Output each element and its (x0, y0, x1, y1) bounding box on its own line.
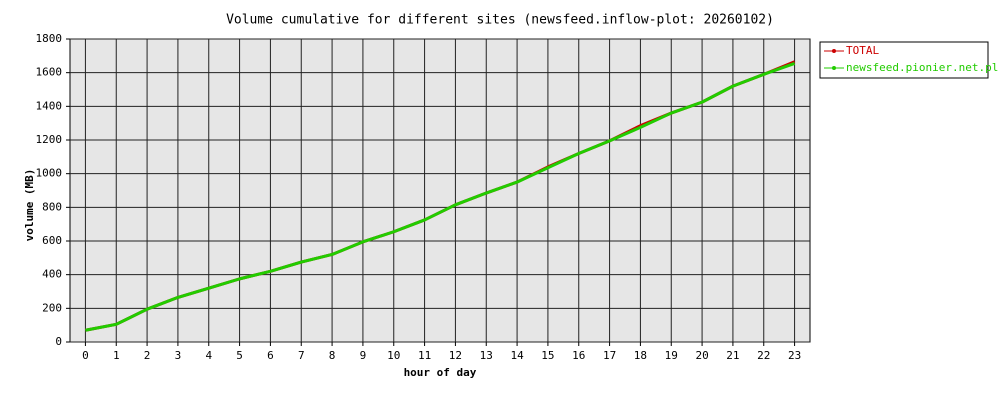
y-tick-label: 1200 (36, 133, 63, 146)
x-tick-label: 1 (113, 349, 120, 362)
x-tick-label: 7 (298, 349, 305, 362)
y-tick-label: 600 (42, 234, 62, 247)
y-tick-label: 1400 (36, 99, 63, 112)
x-tick-label: 6 (267, 349, 274, 362)
y-tick-label: 1800 (36, 32, 63, 45)
x-tick-label: 14 (510, 349, 524, 362)
x-tick-label: 22 (757, 349, 770, 362)
legend-marker (832, 66, 836, 70)
x-axis-label: hour of day (404, 366, 477, 379)
legend-label: newsfeed.pionier.net.pl (846, 61, 998, 74)
legend-label: TOTAL (846, 44, 879, 57)
y-axis-label: volume (MB) (23, 169, 36, 242)
x-tick-label: 20 (695, 349, 708, 362)
y-tick-label: 400 (42, 268, 62, 281)
x-tick-label: 11 (418, 349, 431, 362)
x-tick-label: 0 (82, 349, 89, 362)
y-tick-label: 1000 (36, 167, 63, 180)
chart-title: Volume cumulative for different sites (n… (226, 13, 774, 28)
x-tick-label: 21 (726, 349, 739, 362)
legend-marker (832, 49, 836, 53)
y-tick-label: 1600 (36, 66, 63, 79)
x-tick-label: 12 (449, 349, 462, 362)
x-tick-label: 19 (665, 349, 678, 362)
series-line (85, 61, 796, 332)
legend-box (819, 41, 989, 79)
x-tick-label: 18 (634, 349, 647, 362)
x-tick-label: 3 (175, 349, 182, 362)
x-tick-label: 2 (144, 349, 151, 362)
x-tick-label: 5 (236, 349, 243, 362)
x-tick-label: 10 (387, 349, 400, 362)
x-tick-label: 8 (329, 349, 336, 362)
x-tick-label: 9 (360, 349, 367, 362)
y-tick-label: 800 (42, 200, 62, 213)
y-tick-label: 200 (42, 301, 62, 314)
x-tick-label: 13 (480, 349, 493, 362)
x-tick-label: 17 (603, 349, 616, 362)
x-tick-label: 4 (205, 349, 212, 362)
y-tick-label: 0 (55, 335, 62, 348)
x-tick-label: 23 (788, 349, 801, 362)
x-tick-label: 15 (541, 349, 554, 362)
x-tick-label: 16 (572, 349, 585, 362)
